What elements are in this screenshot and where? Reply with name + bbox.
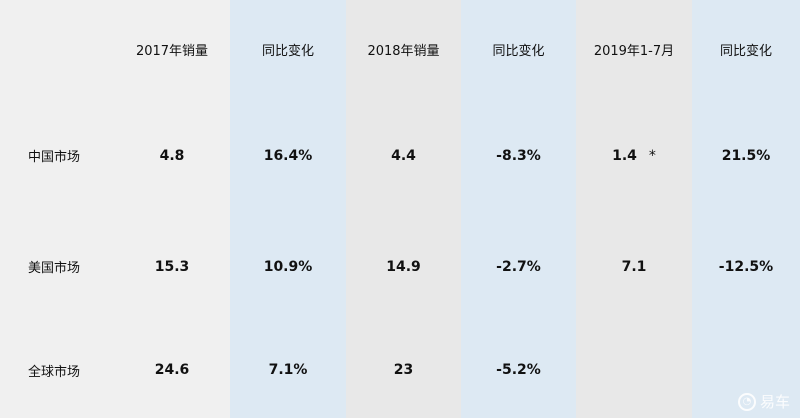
cell-china-2019-change: 21.5% <box>721 147 771 164</box>
column-bg-2018-sales <box>346 0 461 418</box>
column-bg-2019-change <box>692 0 800 418</box>
cell-china-2018-sales: 4.4 <box>391 147 416 164</box>
cell-usa-2019-change: -12.5% <box>718 258 774 275</box>
cell-china-2019-sales-value: 1.4 <box>612 147 637 164</box>
table-corner <box>0 0 114 100</box>
header-2019-sales: 2019年1-7月 <box>593 43 675 59</box>
watermark: ◔ 易车 <box>737 391 790 412</box>
cell-usa-2018-sales: 14.9 <box>386 258 421 275</box>
cell-china-2018-change: -8.3% <box>496 147 541 164</box>
column-bg-labels <box>0 0 114 418</box>
column-bg-2017-sales <box>114 0 230 418</box>
cell-global-2018-change: -5.2% <box>496 362 541 378</box>
cell-global-2017-change: 7.1% <box>268 362 308 378</box>
column-bg-2017-change <box>230 0 346 418</box>
cell-china-2019-sales: 1.4 * <box>576 100 692 211</box>
row-label-china: 中国市场 <box>28 150 81 165</box>
cell-global-2018-sales: 23 <box>393 362 414 378</box>
row-label-global: 全球市场 <box>28 364 81 380</box>
column-bg-2018-change <box>461 0 576 418</box>
footnote-marker: * <box>648 147 656 164</box>
header-2018-change: 同比变化 <box>492 43 545 59</box>
header-2018-sales: 2018年销量 <box>367 43 440 59</box>
column-bg-2019-sales <box>576 0 692 418</box>
cell-global-2019-sales <box>576 322 692 418</box>
cell-china-2017-change: 16.4% <box>263 147 313 164</box>
watermark-text: 易车 <box>759 393 790 411</box>
yiche-logo-icon: ◔ <box>737 392 756 411</box>
header-2019-change: 同比变化 <box>719 43 772 59</box>
cell-usa-2017-change: 10.9% <box>263 258 313 275</box>
cell-china-2017-sales: 4.8 <box>159 147 185 164</box>
cell-usa-2017-sales: 15.3 <box>154 258 190 275</box>
cell-global-2017-sales: 24.6 <box>154 362 190 378</box>
header-2017-sales: 2017年销量 <box>135 43 209 59</box>
cell-usa-2018-change: -2.7% <box>496 258 541 275</box>
row-label-usa: 美国市场 <box>28 261 81 276</box>
cell-usa-2019-sales: 7.1 <box>621 258 647 275</box>
header-2017-change: 同比变化 <box>261 43 314 59</box>
